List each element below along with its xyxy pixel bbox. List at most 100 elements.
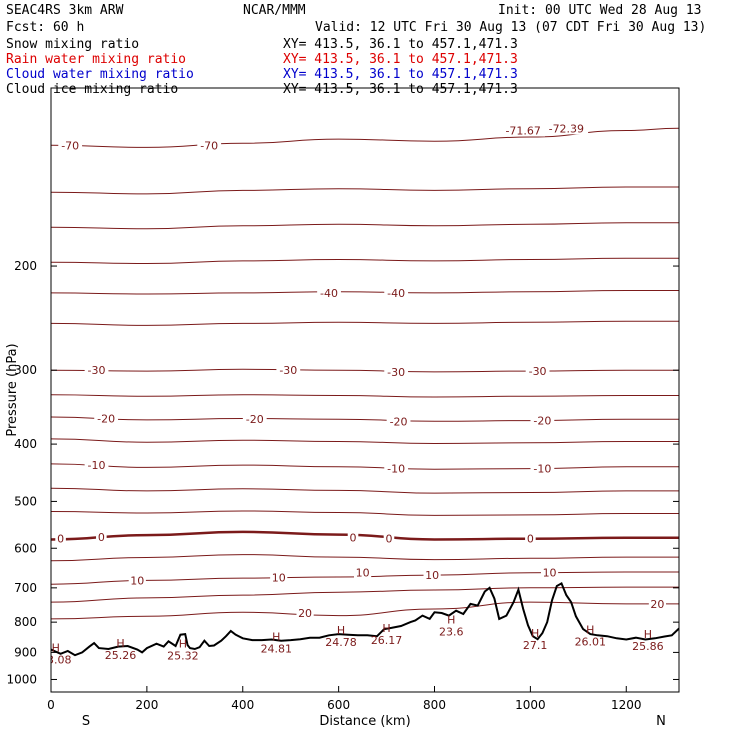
plot-frame	[50, 87, 680, 693]
x-tick-label: 1200	[611, 698, 642, 712]
high-marker: H	[531, 627, 539, 640]
isotherm-label-bg	[96, 529, 107, 543]
isotherm-label-bg	[128, 573, 146, 587]
field-xy-snow: XY= 413.5, 36.1 to 457.1,471.3	[283, 37, 518, 52]
isotherm-label: -20	[97, 412, 115, 425]
isotherm-label-bg	[540, 565, 559, 579]
isotherm-label: -30	[279, 364, 297, 377]
high-value: 23.6	[439, 625, 464, 638]
isotherm-label: 10	[356, 567, 370, 580]
isotherm-label-bg	[530, 413, 555, 427]
x-axis-label: Distance (km)	[319, 714, 410, 729]
isotherm-line	[51, 320, 679, 326]
y-tick-label: 300	[14, 363, 37, 377]
y-tick-label: 600	[14, 541, 37, 555]
y-tick-label: 400	[14, 437, 37, 451]
isotherm-label: -30	[529, 365, 547, 378]
high-value: 25.32	[167, 650, 199, 663]
x-end-label-north: N	[656, 714, 666, 729]
valid-time: Valid: 12 UTC Fri 30 Aug 13 (07 CDT Fri …	[315, 20, 706, 35]
isotherm-label: -20	[533, 415, 551, 428]
isotherm-label-bg	[58, 138, 83, 152]
high-value: 25.26	[105, 649, 137, 662]
isotherm-label: 10	[425, 569, 439, 582]
isotherm-label-bg	[525, 531, 536, 545]
y-tick-label: 200	[14, 259, 37, 273]
isotherm-label-bg	[544, 121, 589, 135]
isotherm-label: -20	[246, 413, 264, 426]
isotherm-line	[51, 438, 679, 445]
x-end-label-south: S	[82, 714, 90, 729]
isotherm-label: -10	[533, 463, 551, 476]
isotherm-label: -30	[387, 366, 405, 379]
high-marker: H	[52, 641, 60, 654]
isotherm-label: -30	[88, 364, 106, 377]
y-axis-label: Pressure (hPa)	[5, 343, 20, 436]
field-xy-cloud-water: XY= 413.5, 36.1 to 457.1,471.3	[283, 67, 518, 82]
isotherm-label: 0	[385, 533, 392, 546]
isotherm-label-bg	[384, 364, 409, 378]
high-value: 24.81	[261, 643, 293, 656]
y-tick-label: 500	[14, 494, 37, 508]
isotherm-label-bg	[501, 123, 545, 137]
isotherm-label-bg	[525, 364, 550, 378]
isotherm-line	[51, 222, 679, 230]
isotherm-label-bg	[317, 285, 341, 299]
field-label-cloud-water: Cloud water mixing ratio	[6, 67, 194, 82]
isotherm-label-bg	[84, 363, 109, 377]
isotherm-label: -20	[390, 415, 408, 428]
field-label-rain: Rain water mixing ratio	[6, 52, 186, 67]
isotherm-label: 10	[130, 574, 144, 587]
y-tick-label: 1000	[6, 672, 37, 686]
isotherm-line	[51, 463, 679, 470]
isotherm-label-bg	[354, 565, 372, 579]
isotherm-label-bg	[242, 412, 267, 426]
x-tick-label: 1000	[515, 698, 546, 712]
y-tick-label: 900	[14, 645, 37, 659]
isotherm-line	[51, 510, 679, 516]
y-tick-label: 700	[14, 581, 37, 595]
isotherm-label: 0	[98, 531, 105, 544]
isotherm-label-bg	[383, 531, 395, 545]
terrain-profile	[51, 581, 679, 657]
isotherm-line	[51, 530, 679, 541]
x-tick-label: 200	[135, 698, 158, 712]
x-tick-label: 0	[47, 698, 55, 712]
isotherm-line	[51, 368, 679, 373]
isotherm-label: -10	[88, 459, 106, 472]
isotherm-line	[51, 554, 679, 562]
isotherm-line	[51, 257, 679, 265]
high-marker: H	[337, 624, 345, 637]
plot-area: -70 -70 -71.67 -72.39 -40 -40 -30 -30 -30 -30 -20 -…	[51, 121, 679, 666]
isotherm-line	[51, 416, 679, 422]
high-marker: H	[179, 638, 187, 651]
high-marker: H	[272, 631, 280, 644]
isotherm-label-bg	[270, 570, 288, 584]
isotherm-label-bg	[530, 461, 555, 475]
isotherm-label: 0	[527, 533, 534, 546]
isotherm-label: -40	[387, 287, 405, 300]
high-marker: H	[116, 637, 124, 650]
high-value: 26.01	[575, 636, 607, 649]
isotherm-label-bg	[347, 530, 359, 544]
forecast-hour: Fcst: 60 h	[6, 20, 84, 35]
model-title: SEAC4RS 3km ARW	[6, 3, 124, 18]
isotherm-label: -71.67	[505, 125, 540, 138]
isotherm-line	[51, 571, 679, 585]
high-marker: H	[586, 624, 594, 637]
y-tick-label: 800	[14, 615, 37, 629]
isotherm-label: -70	[200, 139, 218, 152]
isotherm-label-bg	[384, 461, 409, 475]
isotherm-label-bg	[384, 285, 409, 299]
isotherm-label: 10	[272, 571, 286, 584]
isotherm-label-bg	[386, 414, 411, 428]
isotherm-label: -40	[320, 287, 338, 300]
org-label: NCAR/MMM	[243, 3, 306, 18]
field-xy-cloud-ice: XY= 413.5, 36.1 to 457.1,471.3	[283, 82, 518, 97]
isotherm-line	[51, 601, 679, 620]
high-marker: H	[382, 622, 390, 635]
high-value: 26.17	[371, 634, 403, 647]
isotherm-label: 10	[543, 567, 557, 580]
